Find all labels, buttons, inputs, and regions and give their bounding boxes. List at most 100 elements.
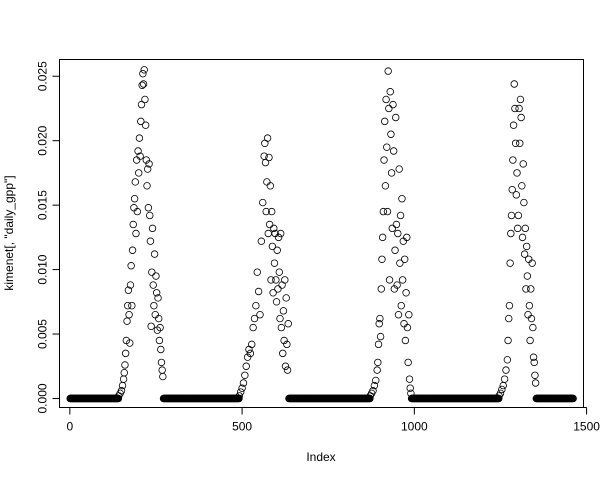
data-point <box>385 104 393 113</box>
data-point <box>274 233 283 242</box>
data-point <box>140 66 148 74</box>
data-point <box>506 259 514 267</box>
data-point <box>155 336 164 345</box>
data-point <box>242 362 250 370</box>
data-point <box>132 156 141 164</box>
data-point <box>373 366 381 374</box>
data-point <box>272 276 280 284</box>
data-point <box>378 255 386 263</box>
data-point <box>265 220 274 229</box>
data-points <box>66 66 577 403</box>
data-point <box>400 320 408 328</box>
data-point <box>507 211 516 220</box>
data-point <box>141 121 150 129</box>
data-point <box>518 233 527 242</box>
data-point <box>525 301 534 310</box>
data-point <box>261 158 270 167</box>
data-point <box>387 130 395 138</box>
data-point <box>406 384 414 392</box>
data-point <box>272 298 281 306</box>
data-point <box>514 211 523 220</box>
data-point <box>267 276 275 284</box>
data-point <box>281 362 290 370</box>
data-point <box>252 301 260 310</box>
data-point <box>152 289 161 297</box>
data-point <box>498 385 506 394</box>
data-point <box>374 340 383 349</box>
data-point <box>515 104 523 113</box>
y-axis-label: kimenet[, "daily_gpp"] <box>2 175 16 290</box>
data-point <box>508 185 516 194</box>
data-point <box>505 314 513 323</box>
data-point <box>145 160 153 168</box>
data-point <box>379 207 388 216</box>
data-point <box>395 165 403 173</box>
data-point <box>404 358 412 367</box>
data-point <box>159 372 167 381</box>
data-point <box>513 169 521 177</box>
data-point <box>146 211 154 220</box>
data-point <box>149 281 157 289</box>
data-point <box>133 207 142 216</box>
data-point <box>150 250 159 258</box>
data-point <box>528 259 536 267</box>
data-point <box>527 285 535 293</box>
data-point <box>386 88 394 96</box>
data-point <box>382 95 390 104</box>
data-point <box>154 294 162 302</box>
data-point <box>522 242 531 251</box>
data-point <box>250 314 259 323</box>
data-point <box>134 147 142 155</box>
data-point <box>531 379 540 387</box>
y-tick-label: 0.015 <box>36 190 50 220</box>
data-point <box>283 340 291 349</box>
y-tick-label: 0.010 <box>36 254 50 284</box>
data-point <box>384 67 392 75</box>
data-point <box>151 311 159 319</box>
y-tick-label: 0.025 <box>36 61 50 91</box>
data-point <box>403 323 412 332</box>
data-point <box>130 204 138 212</box>
data-point <box>139 80 148 88</box>
data-point <box>520 250 529 258</box>
data-point <box>246 349 255 358</box>
data-point <box>366 394 374 403</box>
data-point <box>505 301 514 310</box>
data-point <box>262 207 270 216</box>
data-point <box>274 285 282 293</box>
data-point <box>405 311 413 319</box>
data-point <box>131 178 139 186</box>
data-point <box>264 229 272 238</box>
x-axis: 0 500 1000 1500 <box>66 407 600 434</box>
data-point <box>390 285 399 293</box>
data-point <box>256 311 264 319</box>
x-tick-label: 1500 <box>573 420 600 434</box>
data-point <box>125 311 133 319</box>
data-point <box>121 361 129 369</box>
data-point <box>374 358 382 367</box>
data-point <box>249 323 257 332</box>
data-point <box>275 268 283 276</box>
data-point <box>129 220 137 229</box>
data-point <box>520 198 528 207</box>
y-tick-label: 0.020 <box>36 125 50 155</box>
data-point <box>403 233 411 242</box>
data-point <box>257 237 266 245</box>
data-point <box>569 394 577 403</box>
data-point <box>245 345 253 354</box>
data-point <box>135 134 144 142</box>
data-point <box>509 156 517 164</box>
data-point <box>146 237 155 245</box>
data-point <box>531 371 539 379</box>
data-point <box>283 366 292 374</box>
data-point <box>254 287 263 296</box>
data-point <box>156 323 164 332</box>
data-point <box>273 246 281 254</box>
data-point <box>519 160 527 168</box>
data-point <box>279 307 288 315</box>
data-point <box>268 242 277 251</box>
data-point <box>148 268 156 276</box>
data-point <box>376 332 385 341</box>
data-point <box>130 194 139 203</box>
data-point <box>263 134 272 142</box>
